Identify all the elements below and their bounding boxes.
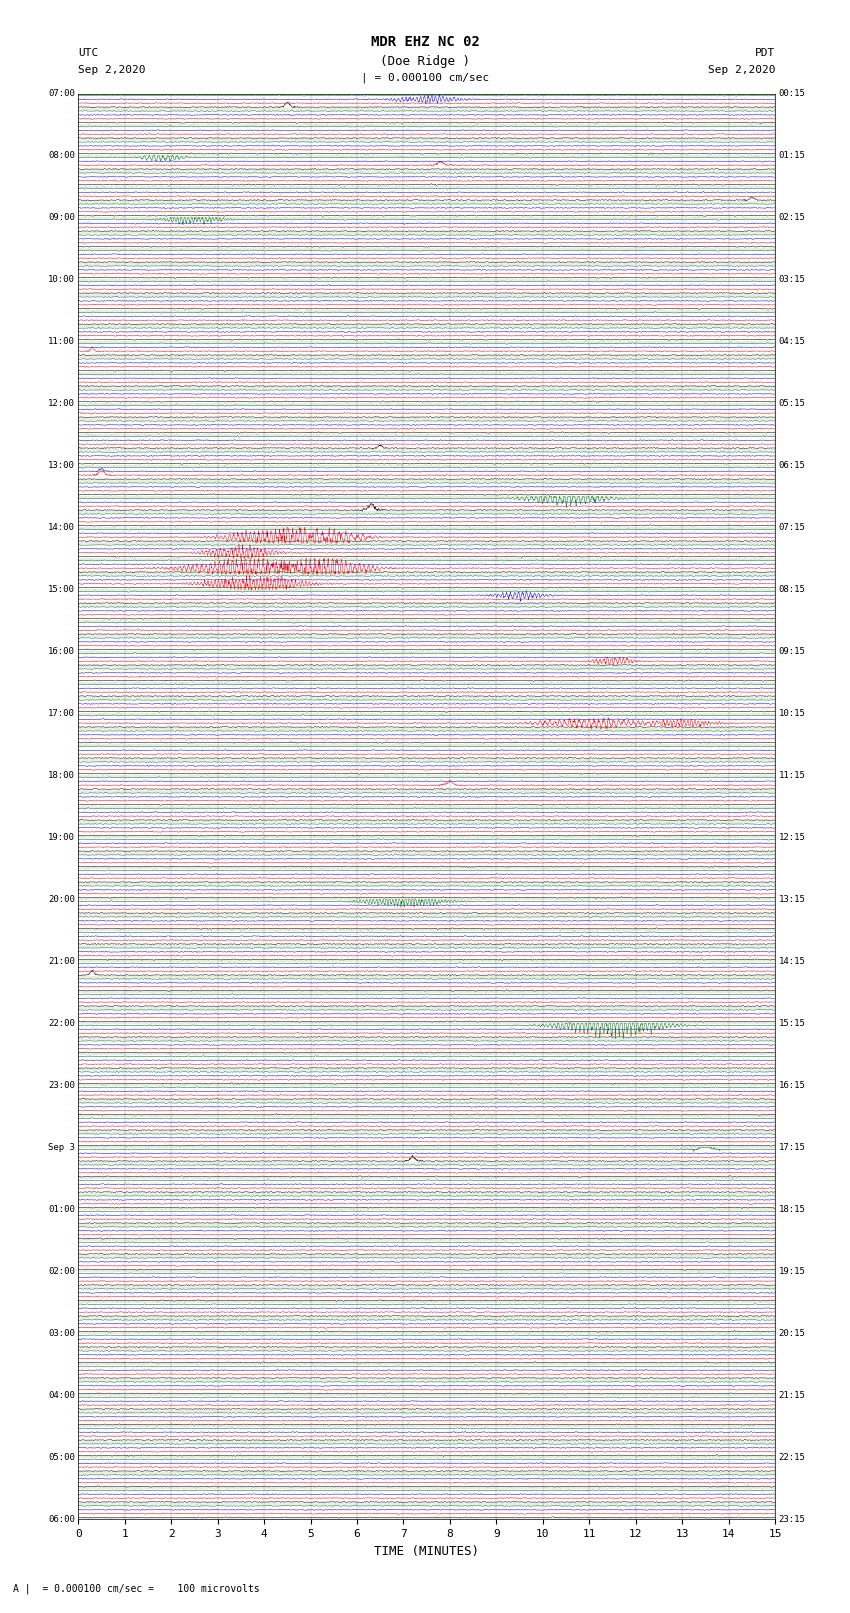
Text: MDR EHZ NC 02: MDR EHZ NC 02 <box>371 35 479 50</box>
Text: 17:15: 17:15 <box>779 1144 806 1152</box>
Text: Sep 2,2020: Sep 2,2020 <box>708 65 775 74</box>
Text: 21:15: 21:15 <box>779 1390 806 1400</box>
Text: 13:00: 13:00 <box>48 461 75 469</box>
Text: 23:15: 23:15 <box>779 1515 806 1524</box>
Text: Sep 2,2020: Sep 2,2020 <box>78 65 145 74</box>
Text: 19:15: 19:15 <box>779 1266 806 1276</box>
Text: 14:00: 14:00 <box>48 523 75 532</box>
Text: 11:15: 11:15 <box>779 771 806 781</box>
Text: 05:00: 05:00 <box>48 1453 75 1461</box>
Text: 23:00: 23:00 <box>48 1081 75 1090</box>
Text: 13:15: 13:15 <box>779 895 806 903</box>
Text: | = 0.000100 cm/sec: | = 0.000100 cm/sec <box>361 73 489 84</box>
Text: 16:00: 16:00 <box>48 647 75 656</box>
Text: Sep 3: Sep 3 <box>48 1144 75 1152</box>
Text: 22:00: 22:00 <box>48 1019 75 1027</box>
Text: 07:15: 07:15 <box>779 523 806 532</box>
Text: 03:15: 03:15 <box>779 276 806 284</box>
Text: A |  = 0.000100 cm/sec =    100 microvolts: A | = 0.000100 cm/sec = 100 microvolts <box>13 1582 259 1594</box>
Text: 00:15: 00:15 <box>779 89 806 98</box>
X-axis label: TIME (MINUTES): TIME (MINUTES) <box>374 1545 479 1558</box>
Text: 03:00: 03:00 <box>48 1329 75 1337</box>
Text: 10:15: 10:15 <box>779 710 806 718</box>
Text: 06:00: 06:00 <box>48 1515 75 1524</box>
Text: 01:15: 01:15 <box>779 152 806 160</box>
Text: 04:15: 04:15 <box>779 337 806 347</box>
Text: 21:00: 21:00 <box>48 957 75 966</box>
Text: 17:00: 17:00 <box>48 710 75 718</box>
Text: 18:15: 18:15 <box>779 1205 806 1215</box>
Text: 09:15: 09:15 <box>779 647 806 656</box>
Text: 12:15: 12:15 <box>779 832 806 842</box>
Text: 22:15: 22:15 <box>779 1453 806 1461</box>
Text: 04:00: 04:00 <box>48 1390 75 1400</box>
Text: 10:00: 10:00 <box>48 276 75 284</box>
Text: UTC: UTC <box>78 48 99 58</box>
Text: 09:00: 09:00 <box>48 213 75 223</box>
Text: 12:00: 12:00 <box>48 398 75 408</box>
Text: 16:15: 16:15 <box>779 1081 806 1090</box>
Text: 14:15: 14:15 <box>779 957 806 966</box>
Text: 07:00: 07:00 <box>48 89 75 98</box>
Text: 19:00: 19:00 <box>48 832 75 842</box>
Text: (Doe Ridge ): (Doe Ridge ) <box>380 55 470 68</box>
Text: 08:15: 08:15 <box>779 586 806 594</box>
Text: 02:00: 02:00 <box>48 1266 75 1276</box>
Text: 08:00: 08:00 <box>48 152 75 160</box>
Text: 15:00: 15:00 <box>48 586 75 594</box>
Text: 11:00: 11:00 <box>48 337 75 347</box>
Text: 06:15: 06:15 <box>779 461 806 469</box>
Text: 18:00: 18:00 <box>48 771 75 781</box>
Text: 01:00: 01:00 <box>48 1205 75 1215</box>
Text: 20:00: 20:00 <box>48 895 75 903</box>
Text: PDT: PDT <box>755 48 775 58</box>
Text: 02:15: 02:15 <box>779 213 806 223</box>
Text: 20:15: 20:15 <box>779 1329 806 1337</box>
Text: 15:15: 15:15 <box>779 1019 806 1027</box>
Text: 05:15: 05:15 <box>779 398 806 408</box>
